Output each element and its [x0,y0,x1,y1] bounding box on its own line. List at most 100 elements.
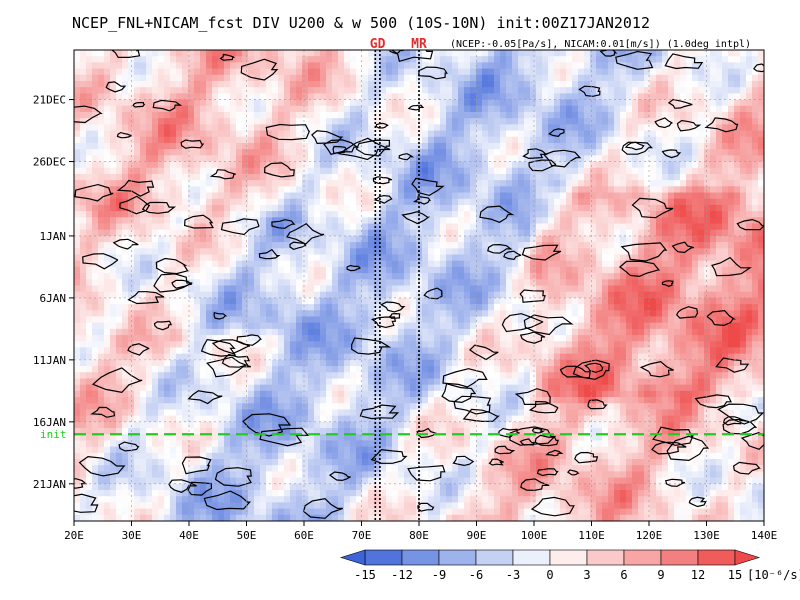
heat-cell [410,111,417,119]
heat-cell [296,223,303,231]
heat-cell [554,310,561,318]
heat-cell [368,87,375,94]
heat-cell [302,56,309,63]
heat-cell [122,87,129,94]
heat-cell [296,304,303,311]
heat-cell [230,68,237,76]
heat-cell [758,124,764,132]
heat-cell [368,204,375,212]
heat-cell [110,167,117,175]
heat-cell [662,310,669,318]
heat-cell [752,161,759,169]
heat-cell [596,291,603,299]
heat-cell [704,297,711,305]
heat-cell [374,229,381,237]
heat-cell [644,266,651,274]
heat-cell [254,285,261,293]
heat-cell [122,99,129,107]
heat-cell [578,161,585,169]
heat-cell [104,291,111,299]
heat-cell [362,217,369,225]
heat-cell [500,93,507,101]
heat-cell [566,155,573,163]
heat-cell [140,242,147,249]
heat-cell [260,186,267,194]
heat-cell [614,273,621,280]
heat-cell [368,80,375,88]
heat-cell [116,304,123,311]
heat-cell [356,192,363,200]
heat-cell [152,50,159,57]
heat-cell [188,204,195,212]
heat-cell [632,105,639,113]
heat-cell [644,273,651,280]
heat-cell [584,198,591,206]
heat-cell [206,297,213,305]
heat-cell [428,105,435,113]
heat-cell [398,273,405,280]
heat-cell [164,260,171,268]
heat-cell [104,186,111,194]
heat-cell [308,111,315,119]
heat-cell [440,149,447,156]
heat-cell [260,285,267,293]
heat-cell [266,254,273,262]
heat-cell [368,229,375,237]
heat-cell [722,291,729,299]
heat-cell [182,291,189,299]
heat-cell [356,161,363,169]
heat-cell [596,80,603,88]
heat-cell [326,229,333,237]
heat-cell [416,50,423,57]
heat-cell [290,167,297,175]
heat-cell [566,192,573,200]
heat-cell [422,254,429,262]
heat-cell [98,297,105,305]
heat-cell [710,192,717,200]
heat-cell [752,111,759,119]
heat-cell [494,192,501,200]
heat-cell [692,248,699,256]
heat-cell [206,105,213,113]
heat-cell [260,111,267,119]
heat-cell [134,186,141,194]
heat-cell [308,80,315,88]
heat-cell [596,192,603,200]
heat-cell [446,186,453,194]
heat-cell [440,186,447,194]
heat-cell [212,180,219,187]
heat-cell [434,211,441,218]
heat-cell [260,235,267,243]
heat-cell [758,229,764,237]
heat-cell [704,68,711,76]
heat-cell [140,229,147,237]
heat-cell [206,254,213,262]
heat-cell [86,68,93,76]
heat-cell [686,254,693,262]
heat-cell [752,266,759,274]
heat-cell [554,273,561,280]
heat-cell [134,173,141,181]
heat-cell [758,99,764,107]
heat-cell [278,136,285,144]
heat-cell [542,211,549,218]
heat-cell [80,310,87,318]
heat-cell [392,229,399,237]
heat-cell [650,279,657,287]
heat-cell [194,273,201,280]
heat-cell [320,149,327,156]
heat-cell [620,93,627,101]
heat-cell [140,279,147,287]
heat-cell [254,87,261,94]
heat-cell [482,285,489,293]
heat-cell [266,142,273,150]
heat-cell [656,93,663,101]
heat-cell [134,155,141,163]
heat-cell [518,211,525,218]
heat-cell [662,74,669,82]
heat-cell [500,124,507,132]
heat-cell [314,105,321,113]
heat-cell [758,211,764,218]
heat-cell [326,111,333,119]
heat-cell [722,260,729,268]
